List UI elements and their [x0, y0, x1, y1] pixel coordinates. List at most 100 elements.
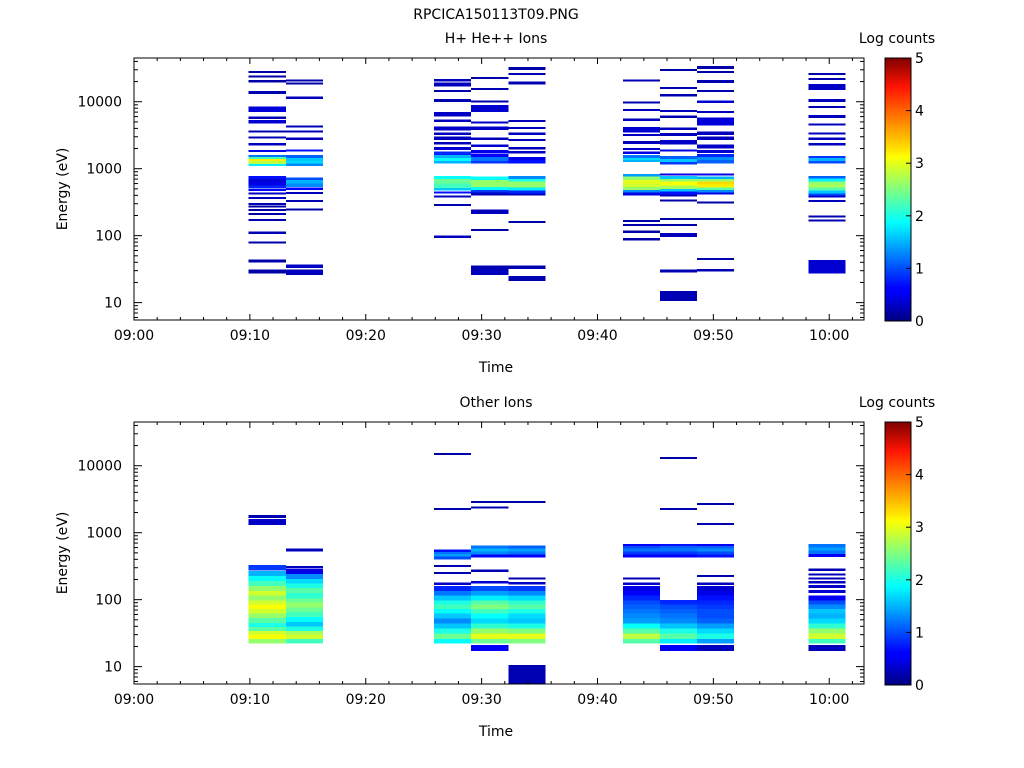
heatmap-cell — [471, 618, 509, 624]
heatmap-cell — [471, 551, 509, 555]
heatmap-cell — [808, 132, 846, 135]
heatmap-cell — [471, 150, 509, 154]
heatmap-cell — [248, 595, 286, 601]
heatmap-cell — [660, 638, 698, 644]
heatmap-cell — [248, 564, 286, 571]
heatmap-cell — [434, 564, 472, 567]
heatmap-cell — [808, 193, 846, 196]
colorbar-ticks: 0 1 2 3 4 5 — [906, 415, 924, 694]
heatmap-cell — [434, 609, 472, 614]
panel-h-he-ions: H+ He++ Ions 09:00 09:10 09:20 09:30 09:40 09… — [55, 31, 935, 376]
heatmap-cell — [808, 105, 846, 108]
heatmap-cell — [434, 195, 472, 198]
colorbar-label: Log counts — [859, 395, 935, 411]
heatmap-cell — [660, 87, 698, 90]
heatmap-cell — [623, 79, 661, 82]
heatmap-cell — [434, 132, 472, 135]
heatmap-cell — [660, 133, 698, 136]
heatmap-cell — [623, 609, 661, 614]
heatmap-cell — [285, 269, 323, 275]
x-axis-label: Time — [478, 360, 513, 376]
heatmap-cell — [248, 192, 286, 195]
heatmap-cell — [434, 595, 472, 601]
heatmap-cell — [285, 568, 323, 575]
heatmap-cell — [697, 582, 735, 586]
heatmap-cell — [623, 190, 661, 193]
heatmap-cell — [248, 156, 286, 159]
heatmap-cell — [471, 121, 509, 124]
heatmap-cell — [471, 628, 509, 634]
heatmap-cell — [248, 155, 286, 157]
heatmap-cell — [285, 578, 323, 584]
heatmap-cell — [248, 130, 286, 133]
heatmap-cell — [434, 571, 472, 575]
heatmap-cell — [623, 590, 661, 596]
heatmap-cell — [508, 190, 546, 194]
colorbar-tick-label: 3 — [915, 520, 924, 536]
heatmap-cell — [660, 600, 698, 605]
heatmap-cell — [697, 645, 735, 652]
heatmap-cell — [508, 581, 546, 585]
heatmap-cell — [808, 589, 846, 594]
heatmap-cell — [471, 586, 509, 591]
x-axis: 09:00 09:10 09:20 09:30 09:40 09:50 10:00 — [114, 58, 853, 344]
heatmap-cell — [434, 551, 472, 554]
heatmap-cell — [248, 116, 286, 120]
heatmap-cell — [808, 638, 846, 644]
heatmap-cell — [623, 582, 661, 586]
heatmap-cell — [508, 638, 546, 644]
heatmap-cell — [248, 634, 286, 639]
x-tick-label: 09:10 — [230, 328, 270, 344]
heatmap-cell — [471, 100, 509, 103]
heatmap-cell — [697, 144, 735, 149]
heatmap-cell — [808, 156, 846, 158]
heatmap-cell — [660, 618, 698, 624]
heatmap-cell — [623, 543, 661, 546]
heatmap-cell — [697, 613, 735, 619]
heatmap-cell — [248, 136, 286, 139]
heatmap-cell — [697, 543, 735, 546]
heatmap-cell — [434, 556, 472, 560]
heatmap-cell — [285, 183, 323, 188]
heatmap-cell — [697, 192, 735, 195]
heatmap-cell — [660, 127, 698, 130]
x-tick-label: 09:50 — [693, 692, 733, 708]
heatmap-cell — [697, 618, 735, 624]
heatmap-cell — [285, 82, 323, 85]
heatmap-cell — [434, 582, 472, 586]
colorbar-tick-label: 2 — [915, 573, 924, 589]
heatmap-cell — [471, 623, 509, 629]
heatmap-cell — [434, 628, 472, 634]
heatmap-cell — [660, 185, 698, 189]
heatmap-cell — [697, 548, 735, 552]
heatmap-cell — [434, 136, 472, 140]
heatmap-cell — [285, 617, 323, 623]
heatmap-cell — [285, 593, 323, 599]
colorbar-tick-label: 1 — [915, 261, 924, 277]
heatmap-cell — [434, 507, 472, 510]
heatmap-cell — [697, 156, 735, 160]
heatmap-cell — [660, 179, 698, 182]
heatmap-cell — [434, 586, 472, 591]
heatmap-cell — [434, 161, 472, 164]
heatmap-cell — [471, 501, 509, 504]
heatmap-cell — [248, 213, 286, 215]
heatmap-cell — [471, 581, 509, 584]
heatmap-cell — [808, 600, 846, 605]
panel-title: H+ He++ Ions — [445, 31, 548, 47]
heatmap-cell — [285, 191, 323, 194]
heatmap-cell — [248, 80, 286, 83]
x-tick-label: 09:30 — [461, 692, 501, 708]
heatmap-cell — [248, 631, 286, 635]
heatmap-cell — [285, 607, 323, 613]
heatmap-cell — [697, 110, 735, 113]
heatmap-cell — [248, 188, 286, 191]
heatmap-cell — [285, 137, 323, 140]
heatmap-cell — [808, 623, 846, 629]
heatmap-cell — [697, 628, 735, 634]
heatmap-cell — [697, 258, 735, 261]
heatmap-cell — [660, 181, 698, 186]
colorbar-tick-label: 2 — [915, 209, 924, 225]
colorbar-tick-label: 5 — [915, 415, 924, 431]
heatmap-cell — [697, 136, 735, 140]
